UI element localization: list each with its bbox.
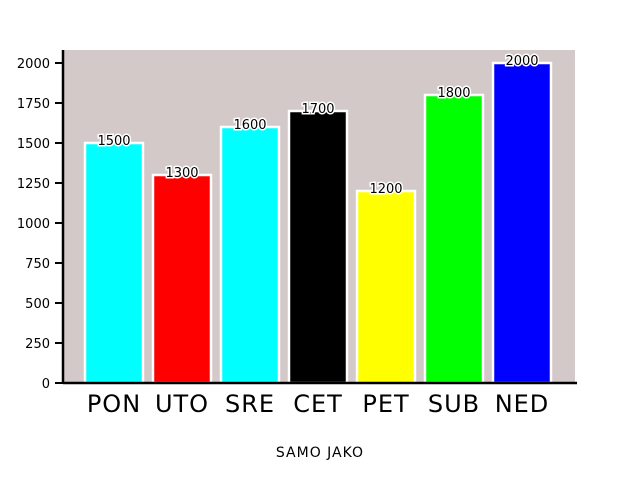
x-tick-label: UTO bbox=[155, 390, 209, 418]
y-tick-label: 0 bbox=[42, 377, 50, 392]
bar-value-label: 1800 bbox=[437, 86, 470, 101]
bar-sre bbox=[219, 125, 281, 385]
x-tick-label: PON bbox=[87, 390, 141, 418]
y-tick-label: 1750 bbox=[17, 97, 50, 112]
bar-value-label: 1600 bbox=[233, 118, 266, 133]
bars-group bbox=[83, 61, 553, 385]
bar-labels-group: 1500 1300 1600 1700 1200 1800 2000 bbox=[96, 53, 540, 199]
x-axis-label: SAMO JAKO bbox=[276, 445, 364, 461]
y-tick-label: 750 bbox=[25, 257, 50, 272]
y-tick-label: 500 bbox=[25, 297, 50, 312]
x-tick-label: CET bbox=[293, 390, 343, 418]
x-tick-label: NED bbox=[495, 390, 550, 418]
y-tick-label: 2000 bbox=[17, 57, 50, 72]
x-tick-label: SUB bbox=[428, 390, 480, 418]
bar-value-label: 1200 bbox=[369, 182, 402, 197]
bar-value-label: 1700 bbox=[301, 102, 334, 117]
bar-sub bbox=[423, 93, 485, 385]
y-tick-label: 1000 bbox=[17, 217, 50, 232]
bar-value-label: 2000 bbox=[505, 54, 538, 69]
y-tick-label: 1500 bbox=[17, 137, 50, 152]
y-tick-label: 1250 bbox=[17, 177, 50, 192]
bar-pet bbox=[355, 189, 417, 385]
bar-value-label: 1500 bbox=[97, 134, 130, 149]
bar-cet bbox=[287, 109, 349, 385]
bar-uto bbox=[151, 173, 213, 385]
bar-pon bbox=[83, 141, 145, 385]
y-ticks-group: 0 250 500 750 1000 1250 1500 1750 2000 bbox=[17, 57, 63, 392]
x-tick-label: SRE bbox=[225, 390, 275, 418]
x-tick-label: PET bbox=[362, 390, 409, 418]
y-tick-label: 250 bbox=[25, 337, 50, 352]
bar-value-label: 1300 bbox=[165, 166, 198, 181]
bar-ned bbox=[491, 61, 553, 385]
x-ticks-group: PON UTO SRE CET PET SUB NED bbox=[87, 390, 550, 418]
